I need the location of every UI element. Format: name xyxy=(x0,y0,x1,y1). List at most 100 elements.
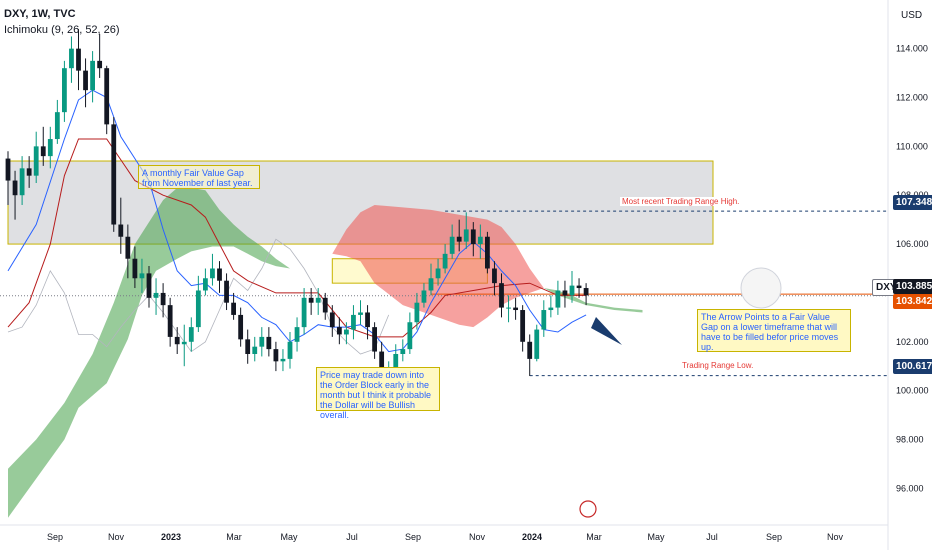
y-tick-label: 102.000 xyxy=(896,337,929,347)
candle-body xyxy=(407,322,413,350)
kijun-line xyxy=(7,138,587,338)
candle-body xyxy=(322,297,328,313)
candle-body xyxy=(456,236,462,242)
x-tick-label: Jul xyxy=(706,532,718,542)
kijun-price-tag: 103.842 xyxy=(893,294,932,309)
candle-body xyxy=(499,283,504,308)
candle-body xyxy=(111,124,117,225)
y-tick-label: 100.000 xyxy=(896,386,929,396)
candle-body xyxy=(485,236,490,269)
last-price-tag: 103.885 xyxy=(893,279,932,294)
candle-body xyxy=(358,312,363,315)
candle-body xyxy=(40,146,46,157)
x-tick-label: Jul xyxy=(346,532,358,542)
candle-body xyxy=(576,285,582,289)
candle-body xyxy=(47,139,53,157)
candle-body xyxy=(280,358,286,362)
candle-body xyxy=(428,278,434,291)
candle-body xyxy=(421,290,427,303)
y-tick-label: 110.000 xyxy=(896,141,928,151)
x-tick-label: Mar xyxy=(586,532,602,542)
currency-label[interactable]: USD xyxy=(901,10,923,21)
candle-body xyxy=(534,329,540,359)
candle-body xyxy=(470,229,476,245)
candle-body xyxy=(174,336,180,345)
kumo-bullish xyxy=(8,187,333,518)
candle-body xyxy=(527,341,533,359)
candle-body xyxy=(203,278,208,291)
candle-body xyxy=(336,327,342,335)
candle-body xyxy=(372,327,377,352)
candle-body xyxy=(90,60,95,91)
x-tick-label: Nov xyxy=(108,532,125,542)
candle-body xyxy=(555,290,561,308)
x-tick-label: Nov xyxy=(827,532,844,542)
candle-body xyxy=(301,297,307,328)
candle-body xyxy=(231,302,236,315)
y-tick-label: 96.000 xyxy=(896,483,924,493)
candle-body xyxy=(125,236,131,259)
candle-body xyxy=(160,292,166,306)
note-order-block: Price may trade down into the Order Bloc… xyxy=(316,367,440,420)
y-tick-label: 112.000 xyxy=(896,93,928,103)
candle-body xyxy=(146,273,152,298)
candle-body xyxy=(217,268,222,281)
candle-body xyxy=(435,268,441,279)
x-tick-label: May xyxy=(647,532,665,542)
candle-body xyxy=(195,290,201,328)
candle-body xyxy=(308,297,314,303)
candle-body xyxy=(351,314,356,330)
kumo-future xyxy=(543,288,643,313)
symbol-title: DXY, 1W, TVC xyxy=(4,8,76,20)
candle-body xyxy=(181,341,187,345)
range-high-tag: 107.348 xyxy=(893,195,932,210)
indicator-title: Ichimoku (9, 26, 52, 26) xyxy=(4,24,120,36)
note-monthly-fvg: A monthly Fair Value Gap from November o… xyxy=(138,165,260,189)
note-arrow-fvg: The Arrow Points to a Fair Value Gap on … xyxy=(697,309,851,352)
x-tick-label: Sep xyxy=(47,532,63,542)
x-tick-label: 2023 xyxy=(161,532,181,542)
candle-body xyxy=(294,327,300,342)
candle-body xyxy=(492,268,497,284)
candle-body xyxy=(393,354,399,369)
candle-body xyxy=(26,168,32,176)
candle-body xyxy=(400,349,406,354)
candle-body xyxy=(287,341,293,359)
candle-body xyxy=(315,297,321,303)
candle-body xyxy=(54,112,60,140)
candle-body xyxy=(329,312,335,328)
candle-body xyxy=(562,290,568,296)
candle-body xyxy=(5,158,11,181)
candle-body xyxy=(259,336,265,347)
candle-body xyxy=(273,349,279,362)
candle-body xyxy=(583,288,589,296)
candle-body xyxy=(569,285,575,296)
candle-body xyxy=(76,48,81,71)
candle-body xyxy=(238,314,244,340)
candle-body xyxy=(414,302,420,323)
candle-body xyxy=(463,229,469,242)
projection-circle xyxy=(740,267,782,309)
candle-body xyxy=(132,258,138,279)
x-tick-label: May xyxy=(280,532,298,542)
candle-body xyxy=(69,48,74,69)
candle-body xyxy=(62,68,67,113)
candle-body xyxy=(210,268,215,279)
candle-body xyxy=(224,280,229,303)
candle-body xyxy=(442,253,448,269)
candle-body xyxy=(506,307,511,309)
candle-body xyxy=(344,329,349,335)
candle-body xyxy=(118,224,124,237)
candle-body xyxy=(104,68,110,125)
candle-body xyxy=(513,307,518,311)
x-tick-label: Nov xyxy=(469,532,486,542)
range-low-label: Trading Range Low. xyxy=(680,361,756,370)
candle-body xyxy=(477,236,483,245)
y-tick-label: 98.000 xyxy=(896,435,924,445)
bolt-icon xyxy=(579,500,597,518)
candle-body xyxy=(266,336,272,350)
candle-body xyxy=(153,292,159,298)
y-tick-label: 114.000 xyxy=(896,44,928,54)
